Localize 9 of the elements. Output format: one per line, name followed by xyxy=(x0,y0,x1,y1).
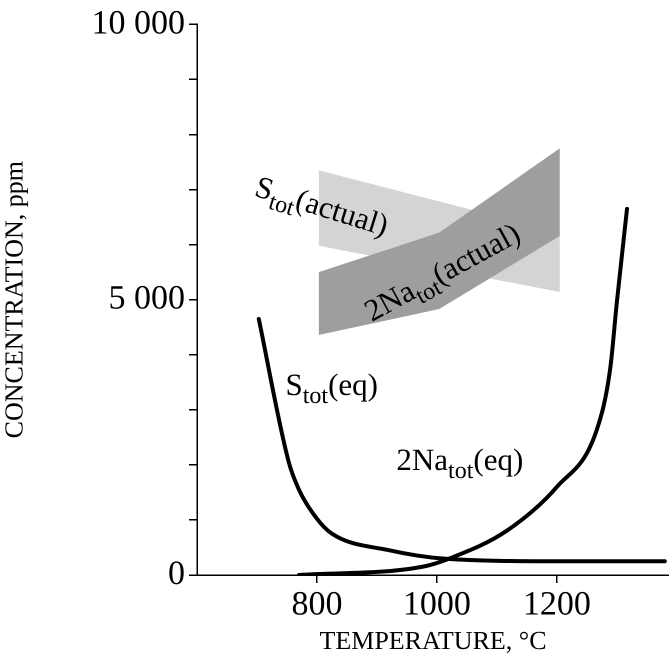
y-tick-label: 0 xyxy=(168,554,185,592)
x-tick-label: 1000 xyxy=(402,585,471,622)
y-axis-title: CONCENTRATION, ppm xyxy=(0,161,28,438)
y-tick-label: 5 000 xyxy=(108,280,185,317)
annotation: Stot(actual) xyxy=(251,168,393,243)
x-tick-label: 1200 xyxy=(522,585,591,622)
x-axis-title: TEMPERATURE, °C xyxy=(319,626,547,656)
y-tick-label: 10 000 xyxy=(92,4,185,42)
x-tick-label: 800 xyxy=(291,585,342,622)
